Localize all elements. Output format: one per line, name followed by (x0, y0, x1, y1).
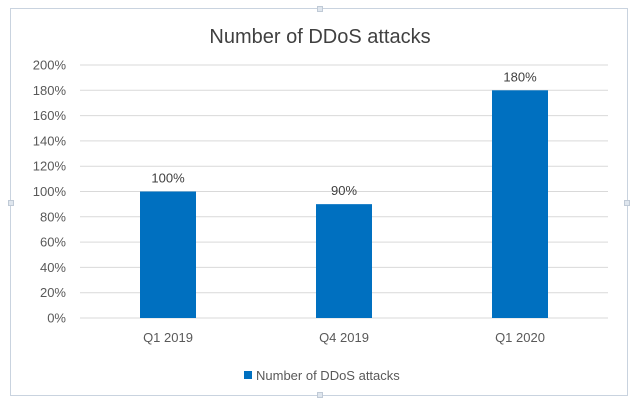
resize-handle-top[interactable] (317, 6, 323, 12)
y-tick-label: 120% (33, 159, 67, 174)
y-tick-label: 200% (33, 58, 67, 73)
legend-label: Number of DDoS attacks (256, 368, 400, 383)
chart-title: Number of DDoS attacks (209, 26, 430, 48)
y-tick-label: 160% (33, 108, 67, 123)
x-axis-ticks: Q1 2019 Q4 2019 Q1 2020 (143, 330, 545, 345)
data-label: 180% (503, 69, 537, 84)
bar-q1-2019[interactable] (140, 191, 196, 319)
x-tick-label: Q1 2019 (143, 330, 193, 345)
resize-handle-bottom[interactable] (317, 392, 323, 398)
y-tick-label: 100% (33, 184, 67, 199)
y-tick-label: 80% (40, 209, 66, 224)
bar-q4-2019[interactable] (316, 204, 372, 318)
x-tick-label: Q1 2020 (495, 330, 545, 345)
legend-swatch (244, 371, 252, 379)
resize-handle-right[interactable] (624, 200, 630, 206)
bars (140, 90, 548, 318)
y-tick-label: 20% (40, 285, 66, 300)
y-axis-ticks: 0% 20% 40% 60% 80% 100% 120% 140% 160% 180% 200% (33, 58, 67, 326)
data-labels: 100% 90% 180% (151, 69, 537, 198)
data-label: 100% (151, 171, 185, 186)
data-label: 90% (331, 183, 357, 198)
bar-q1-2020[interactable] (492, 90, 548, 318)
y-tick-label: 0% (47, 311, 66, 326)
y-tick-label: 180% (33, 83, 67, 98)
resize-handle-left[interactable] (8, 200, 14, 206)
legend[interactable]: Number of DDoS attacks (244, 368, 400, 383)
y-tick-label: 60% (40, 235, 66, 250)
y-tick-label: 40% (40, 260, 66, 275)
y-tick-label: 140% (33, 133, 67, 148)
x-tick-label: Q4 2019 (319, 330, 369, 345)
